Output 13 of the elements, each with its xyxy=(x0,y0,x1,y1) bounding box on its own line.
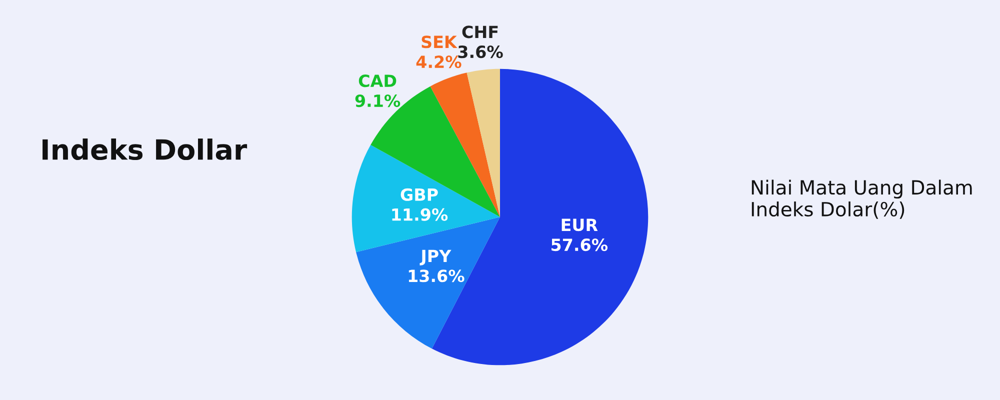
data-label: 57.6% xyxy=(552,238,608,252)
pie-slice xyxy=(466,68,500,218)
slice-label: GBP xyxy=(400,188,438,201)
data-label: 9.1% xyxy=(355,94,400,108)
text: Indeks Dollar xyxy=(42,138,248,160)
slice-label: CHF xyxy=(462,26,498,38)
data-label: 13.6% xyxy=(408,270,464,282)
text: Nilai Mata Uang Dalam Indeks Dolar(%) xyxy=(752,180,972,219)
slice-label: CAD xyxy=(358,74,396,88)
slice-label: SEK xyxy=(422,36,458,48)
slice-label: JPY xyxy=(420,250,452,266)
slice-label: EUR xyxy=(562,218,598,232)
data-label: 11.9% xyxy=(392,208,448,221)
